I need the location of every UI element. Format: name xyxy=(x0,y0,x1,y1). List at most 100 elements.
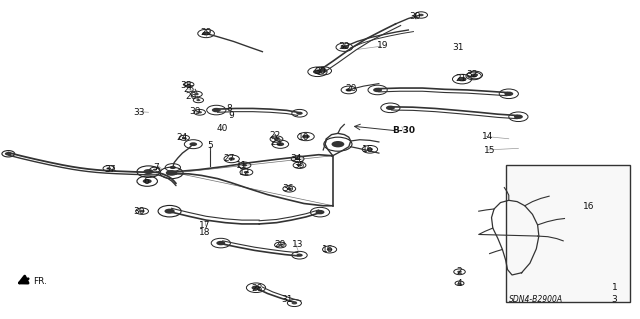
Text: 19: 19 xyxy=(377,41,388,50)
Circle shape xyxy=(340,45,348,49)
Circle shape xyxy=(197,111,202,114)
Circle shape xyxy=(295,158,300,160)
Circle shape xyxy=(327,248,332,251)
Circle shape xyxy=(228,157,235,160)
Text: 8: 8 xyxy=(227,104,232,113)
Text: 22: 22 xyxy=(269,131,281,140)
Circle shape xyxy=(319,69,327,73)
Text: 14: 14 xyxy=(482,132,493,141)
Circle shape xyxy=(287,188,292,190)
Circle shape xyxy=(316,210,324,214)
Text: 35: 35 xyxy=(294,161,305,170)
Circle shape xyxy=(296,254,303,257)
Circle shape xyxy=(196,99,200,101)
Circle shape xyxy=(187,84,191,85)
Circle shape xyxy=(189,142,197,146)
Text: 28: 28 xyxy=(252,284,263,293)
Text: 12: 12 xyxy=(239,168,250,177)
Text: 23: 23 xyxy=(271,138,282,147)
Circle shape xyxy=(252,286,260,290)
Text: 13: 13 xyxy=(292,241,303,249)
Bar xyxy=(506,165,630,302)
Text: 17: 17 xyxy=(199,221,211,230)
Circle shape xyxy=(143,169,154,174)
Circle shape xyxy=(278,244,283,246)
Circle shape xyxy=(346,88,352,92)
Text: 1: 1 xyxy=(612,283,617,292)
Circle shape xyxy=(274,138,279,140)
Circle shape xyxy=(367,148,373,151)
Circle shape xyxy=(153,169,157,171)
Text: 3: 3 xyxy=(612,295,617,304)
Text: 2: 2 xyxy=(457,267,462,276)
Circle shape xyxy=(140,210,145,212)
Circle shape xyxy=(419,14,424,16)
Circle shape xyxy=(244,171,249,174)
Circle shape xyxy=(5,152,12,155)
Text: 5: 5 xyxy=(207,141,212,150)
Circle shape xyxy=(373,88,382,92)
Circle shape xyxy=(216,241,225,245)
Text: 25: 25 xyxy=(183,85,195,94)
Text: 20: 20 xyxy=(345,84,356,93)
Text: 16: 16 xyxy=(322,245,333,254)
Text: 30: 30 xyxy=(409,12,420,21)
Text: 29: 29 xyxy=(200,28,212,37)
Text: 16: 16 xyxy=(362,145,373,154)
Circle shape xyxy=(332,141,344,147)
Circle shape xyxy=(212,108,221,112)
Circle shape xyxy=(302,135,310,138)
Text: 36: 36 xyxy=(282,184,294,193)
Circle shape xyxy=(563,205,570,209)
Text: 10: 10 xyxy=(298,133,310,142)
Circle shape xyxy=(276,142,284,146)
Circle shape xyxy=(458,282,461,284)
Text: 18: 18 xyxy=(199,228,211,237)
Circle shape xyxy=(514,115,523,119)
Circle shape xyxy=(292,302,297,304)
Text: 38: 38 xyxy=(180,81,191,90)
Text: 4: 4 xyxy=(457,279,462,288)
Circle shape xyxy=(194,93,199,95)
Text: 9: 9 xyxy=(229,111,234,120)
Text: 40: 40 xyxy=(217,124,228,133)
Text: 29: 29 xyxy=(275,241,286,249)
Text: FR.: FR. xyxy=(33,277,47,286)
Text: 30: 30 xyxy=(134,207,145,216)
Text: 30: 30 xyxy=(339,42,350,51)
Circle shape xyxy=(143,179,152,183)
Text: 15: 15 xyxy=(484,146,495,155)
Text: 32: 32 xyxy=(467,70,478,78)
Text: 31: 31 xyxy=(281,295,292,304)
Circle shape xyxy=(164,209,175,214)
Text: 26: 26 xyxy=(185,92,196,101)
Circle shape xyxy=(106,167,111,170)
Text: 37: 37 xyxy=(104,165,116,174)
Circle shape xyxy=(297,164,302,167)
Text: 39: 39 xyxy=(189,107,201,116)
Circle shape xyxy=(296,112,303,115)
Circle shape xyxy=(457,271,462,273)
Text: 27: 27 xyxy=(223,154,235,163)
Text: 33: 33 xyxy=(134,108,145,117)
Text: 16: 16 xyxy=(583,202,595,211)
Text: 7: 7 xyxy=(154,163,159,172)
Circle shape xyxy=(513,267,521,271)
Text: SDN4-B2900A: SDN4-B2900A xyxy=(509,295,563,304)
Circle shape xyxy=(202,32,210,35)
Text: B-30: B-30 xyxy=(392,126,415,135)
Text: 11: 11 xyxy=(236,161,248,170)
Circle shape xyxy=(458,77,467,81)
Circle shape xyxy=(472,73,478,77)
Circle shape xyxy=(170,166,176,169)
Text: 31: 31 xyxy=(452,43,464,52)
Text: 30: 30 xyxy=(314,67,326,76)
Text: 24: 24 xyxy=(177,133,188,142)
Circle shape xyxy=(166,170,177,176)
Circle shape xyxy=(313,70,322,74)
Text: 6: 6 xyxy=(143,177,148,186)
Circle shape xyxy=(470,74,477,78)
Circle shape xyxy=(242,164,247,167)
Circle shape xyxy=(386,106,395,110)
Circle shape xyxy=(182,137,186,139)
